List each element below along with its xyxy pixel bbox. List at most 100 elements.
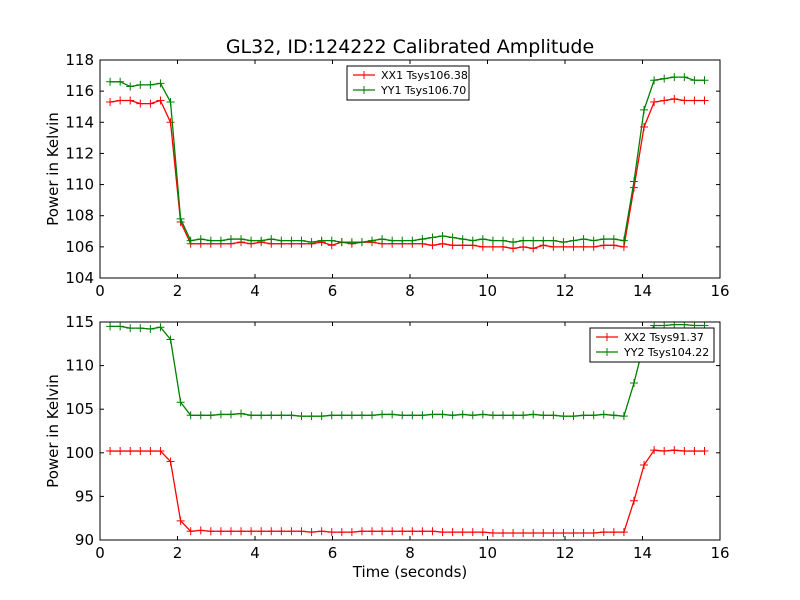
panel-1-series-1-point	[317, 412, 326, 421]
panel-1-series-0-point	[257, 527, 266, 536]
panel-0-legend-label-1: YY1 Tsys106.70	[380, 84, 466, 97]
panel-0-series-0-point	[478, 242, 487, 251]
panel-1-series-0-point	[247, 527, 256, 536]
panel-1-series-0-point	[468, 528, 477, 537]
panel-0-series-1-point	[488, 236, 497, 245]
panel-0-x-tick-label: 16	[710, 282, 729, 300]
panel-1-x-tick-label: 4	[250, 544, 260, 562]
panel-0-series-1-point	[166, 98, 175, 107]
panel-1-series-0-point	[529, 529, 538, 538]
chart-title: GL32, ID:124222 Calibrated Amplitude	[226, 36, 594, 58]
panel-1-series-0-point	[660, 447, 669, 456]
panel-0-series-0-point	[700, 96, 709, 105]
panel-1-series-1-point	[166, 335, 175, 344]
panel-0-series-1-point	[680, 73, 689, 82]
panel-1-series-1-point	[277, 411, 286, 420]
panel-1-series-0-point	[297, 527, 306, 536]
panel-1-series-1-point	[448, 411, 457, 420]
panel-0-series-1-point	[378, 235, 387, 244]
panel-0-series-1-point	[146, 80, 155, 89]
panel-1-series-0-point	[599, 528, 608, 537]
panel-1-series-1-point	[428, 410, 437, 419]
panel-0-series-1-point	[609, 235, 618, 244]
panel-0-series-1-point	[357, 238, 366, 247]
panel-1-y-tick-label: 95	[75, 487, 94, 505]
panel-1-y-axis-label: Power in Kelvin	[44, 374, 62, 488]
panel-1-series-1-point	[357, 411, 366, 420]
panel-0-series-1-point	[539, 236, 548, 245]
panel-1-series-0-point	[186, 527, 195, 536]
panel-1-series-1-point	[680, 322, 689, 329]
panel-1-series-0-point	[509, 529, 518, 538]
panel-1-series-1-point	[458, 410, 467, 419]
panel-1-series-0-point	[418, 527, 427, 536]
panel-1-y-tick-label: 90	[75, 531, 94, 549]
panel-0-series-1-point	[408, 236, 417, 245]
panel-0-series-1-point	[629, 177, 638, 186]
panel-1-series-1-point	[196, 411, 205, 420]
panel-0-series-0-point	[146, 99, 155, 108]
panel-0-series-1-point	[368, 236, 377, 245]
panel-1-series-0-point	[629, 496, 638, 505]
panel-0-y-tick-label: 106	[65, 238, 94, 256]
panel-0-legend-box	[346, 65, 470, 101]
panel-0-series-1-point	[589, 236, 598, 245]
panel-0-x-tick-label: 12	[555, 282, 574, 300]
panel-0-series-1-point	[428, 233, 437, 242]
panel-1-series-1-point	[408, 411, 417, 420]
panel-0-series-1-point	[499, 236, 507, 245]
panel-0-legend-label-0: XX1 Tsys106.38	[381, 69, 468, 82]
panel-0-series-1-point	[297, 236, 306, 245]
panel-1-series-0-point	[347, 528, 356, 537]
panel-1-series-0-point	[277, 527, 286, 536]
panel-1-series-0-point	[267, 527, 276, 536]
panel-1-series-1-point	[206, 411, 215, 420]
panel-1-series-1-point	[368, 411, 377, 420]
panel-1-series-0-point	[307, 528, 316, 537]
panel-1-series-1-point	[126, 324, 135, 333]
panel-1-series-0-point	[146, 447, 155, 456]
panel-1-series-1-point	[327, 411, 336, 420]
panel-0-series-1	[106, 73, 709, 247]
panel-0-legend-marker-0	[360, 71, 368, 79]
panel-1-series-0-point	[670, 446, 679, 455]
panel-0-y-axis-label: Power in Kelvin	[44, 112, 62, 226]
panel-1-series-1-point	[267, 411, 276, 420]
panel-0-series-1-point	[650, 76, 659, 85]
panel-1-series-1-point	[609, 411, 618, 420]
panel-1-series-1-point	[176, 398, 185, 407]
panel-1-legend-label-0: XX2 Tsys91.37	[624, 331, 704, 344]
panel-1-series-1-point	[226, 410, 235, 419]
panel-1-x-tick-label: 16	[710, 544, 729, 562]
panel-0-x-tick-label: 6	[328, 282, 338, 300]
panel-0-series-1-point	[549, 236, 558, 245]
panel-0-series-0-point	[680, 96, 689, 105]
panel-0-series-1-point	[327, 236, 336, 245]
panel-1-series-0-point	[368, 527, 377, 536]
panel-0-series-1-point	[267, 235, 276, 244]
panel-1-series-0-point	[478, 528, 487, 537]
panel-0-y-tick-label: 104	[65, 269, 94, 287]
panel-1-series-0-point	[488, 529, 497, 538]
panel-0-series-1-point	[347, 238, 356, 247]
panel-1-series-1-point	[347, 411, 356, 420]
panel-1-series-0-point	[327, 528, 336, 537]
panel-0-series-0-point	[166, 118, 175, 127]
panel-0-series-1-point	[216, 236, 225, 245]
panel-0-series-0-point	[156, 96, 165, 105]
panel-0-x-tick-label: 14	[633, 282, 652, 300]
panel-1-y-tick-label: 110	[65, 357, 94, 375]
panel-1-series-1-point	[287, 411, 296, 420]
panel-1-series-1-point	[468, 411, 477, 420]
panel-0-series-0-point	[116, 96, 125, 105]
panel-1-series-0-point	[116, 447, 125, 456]
panel-0-series-1-point	[579, 235, 588, 244]
panel-1-x-tick-label: 2	[173, 544, 183, 562]
panel-0-series-1-point	[398, 236, 407, 245]
panel-1-series-1-point	[257, 411, 266, 420]
panel-1-series-1-point	[106, 322, 115, 331]
panel-1-series-1-point	[146, 324, 155, 333]
panel-0-series-0-point	[448, 241, 457, 250]
panel-0-series-0-point	[428, 241, 437, 250]
panel-1-series-1-point	[116, 322, 125, 331]
